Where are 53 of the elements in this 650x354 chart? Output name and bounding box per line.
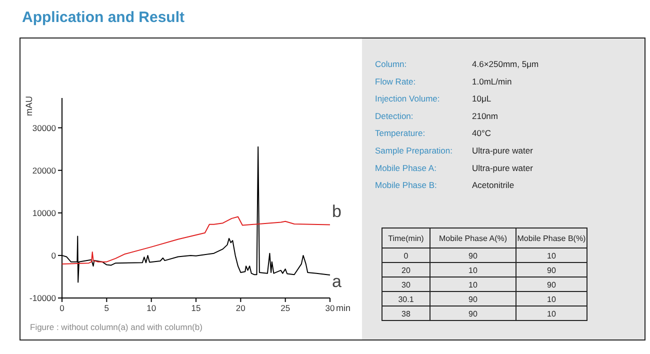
line-series [62,216,330,264]
y-tick-label: 0 [51,250,56,260]
category-label: Mobile Phase B(%) [517,234,586,243]
chart-title: Application and Result [22,9,185,26]
text: 1.0mL/min [472,76,512,86]
category-label: Injection Volume: [375,94,440,104]
text: Ultra-pure water [472,146,533,156]
category-label: Sample Preparation: [375,146,452,156]
category-label: Mobile Phase A(%) [438,234,508,243]
text: 40°C [472,128,491,138]
text: 38 [402,310,410,318]
text: 10 [547,295,556,304]
x-tick-label: 15 [191,303,201,313]
text: 30.1 [398,295,414,304]
y-tick-label: 10000 [32,208,56,218]
text: 90 [468,310,478,318]
text: 90 [468,295,478,304]
category-label: Mobile Phase B: [375,180,437,190]
x-tick-label: 10 [146,303,156,313]
text: 10 [547,252,556,260]
x-tick-label: 5 [104,303,110,313]
text: 4.6×250mm, 5μm [472,59,539,69]
text: 20 [402,266,410,275]
y-tick-label: -10000 [30,293,56,303]
text: 10μL [472,94,492,104]
text: 10 [468,266,478,275]
x-tick-label: 30 [325,303,335,313]
category-label: Temperature: [375,128,426,138]
category-label: Mobile Phase A: [375,162,436,173]
x-tick-label: 20 [236,303,246,313]
x-tick-label: 25 [280,303,290,313]
category-label: Column: [375,59,407,69]
text: Figure : without column(a) and with column(b) [30,322,203,332]
text: 210nm [472,110,498,121]
y-tick-label: 20000 [32,165,56,176]
text: 30 [402,280,410,290]
category-label: Flow Rate: [375,76,416,86]
series-label: b [332,202,342,221]
text: 90 [547,266,556,275]
text: 10 [468,280,478,290]
category-label: Time(min) [388,234,424,243]
text: 10 [547,310,556,318]
y-axis-title: mAU [24,96,34,116]
x-axis-title: min [336,303,351,313]
y-tick-label: 30000 [32,122,56,133]
text: 0 [404,252,408,260]
category-label: Detection: [375,110,414,121]
x-tick-label: 0 [60,303,65,313]
text: Ultra-pure water [472,162,533,173]
text: 90 [468,252,478,260]
text: Acetonitrile [472,180,514,190]
text: 90 [547,280,556,290]
series-label: a [332,272,342,292]
